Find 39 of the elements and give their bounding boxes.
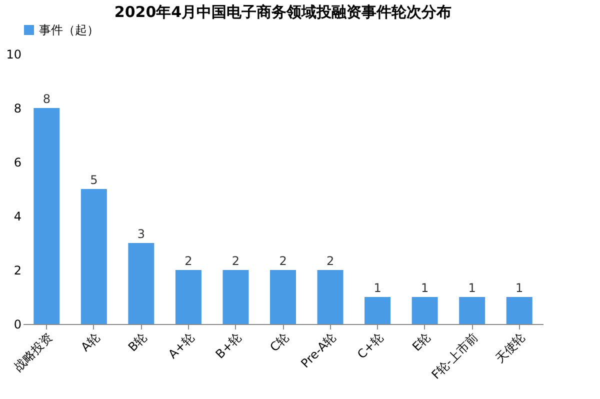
bar bbox=[270, 270, 296, 324]
data-label: 5 bbox=[90, 173, 98, 187]
bar bbox=[128, 243, 154, 324]
data-label: 1 bbox=[421, 281, 429, 295]
data-label: 2 bbox=[232, 254, 240, 268]
data-label: 8 bbox=[42, 92, 50, 106]
bar bbox=[506, 297, 532, 324]
bar bbox=[317, 270, 344, 324]
legend-label: 事件（起） bbox=[39, 23, 99, 37]
data-label: 1 bbox=[516, 281, 524, 295]
x-tick-label: B+轮 bbox=[212, 330, 244, 362]
x-tick-label: C+轮 bbox=[354, 330, 386, 362]
y-tick-label: 4 bbox=[14, 210, 22, 224]
y-tick-label: 10 bbox=[6, 48, 22, 62]
bar bbox=[175, 270, 202, 324]
y-tick-label: 2 bbox=[14, 264, 22, 278]
bar bbox=[412, 297, 438, 324]
data-label: 2 bbox=[326, 254, 334, 268]
data-label: 2 bbox=[184, 254, 192, 268]
bar bbox=[459, 297, 486, 324]
bar bbox=[80, 189, 107, 324]
x-tick-label: 天使轮 bbox=[492, 330, 528, 366]
x-tick-label: A轮 bbox=[78, 330, 102, 354]
x-tick-label: B轮 bbox=[125, 330, 150, 354]
x-tick-label: 战略投资 bbox=[11, 330, 56, 374]
data-label: 1 bbox=[468, 281, 476, 295]
y-tick-label: 0 bbox=[14, 318, 22, 332]
data-label: 2 bbox=[279, 254, 287, 268]
x-tick-label: A+轮 bbox=[166, 330, 197, 362]
y-tick-label: 6 bbox=[14, 156, 22, 170]
bar bbox=[222, 270, 249, 324]
y-tick-label: 8 bbox=[14, 102, 22, 116]
data-label: 3 bbox=[137, 227, 145, 241]
data-label: 1 bbox=[374, 281, 382, 295]
bar bbox=[34, 108, 60, 324]
chart-title: 2020年4月中国电子商务领域投融资事件轮次分布 bbox=[114, 3, 452, 21]
x-tick-label: C轮 bbox=[267, 330, 292, 354]
x-tick-label: E轮 bbox=[410, 330, 434, 354]
bar bbox=[364, 297, 391, 324]
